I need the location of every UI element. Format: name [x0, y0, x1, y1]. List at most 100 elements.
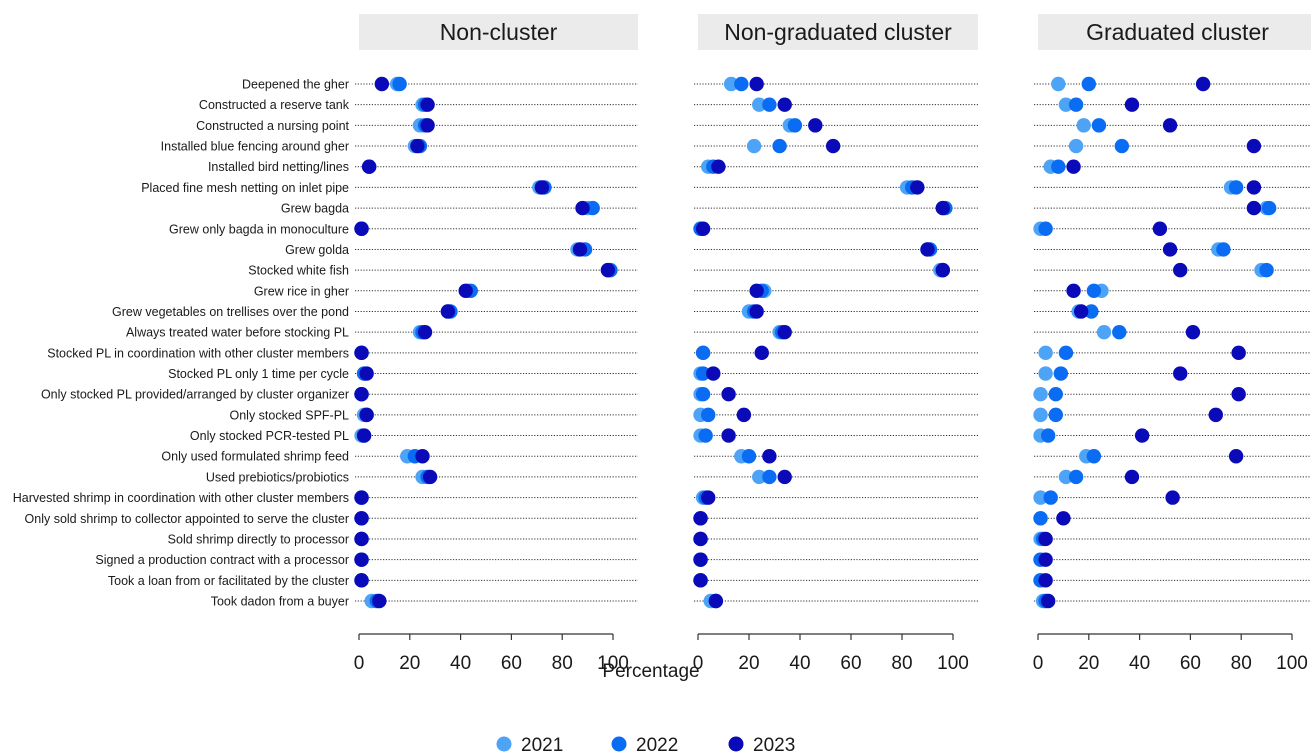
- category-label: Stocked white fish: [248, 264, 349, 278]
- category-label: Constructed a reserve tank: [199, 98, 350, 112]
- data-point-2021: [1038, 366, 1053, 381]
- x-tick-label: 100: [937, 653, 969, 674]
- data-point-2021: [1033, 387, 1048, 402]
- panel-title: Graduated cluster: [1086, 19, 1269, 45]
- category-label: Stocked PL in coordination with other cl…: [47, 346, 349, 360]
- data-point-2021: [1076, 118, 1091, 133]
- data-point-2021: [1068, 138, 1084, 154]
- data-point-2023: [693, 511, 708, 526]
- data-point-2022: [392, 76, 407, 92]
- x-tick-label: 20: [399, 653, 420, 674]
- data-point-2023: [354, 573, 369, 588]
- category-label: Deepened the gher: [242, 78, 349, 92]
- category-label: Grew bagda: [281, 202, 349, 216]
- legend-label: 2021: [521, 735, 563, 754]
- data-point-2023: [1246, 138, 1262, 154]
- data-point-2023: [1040, 593, 1056, 609]
- data-point-2023: [1038, 552, 1053, 567]
- data-point-2023: [354, 531, 369, 547]
- data-point-2023: [417, 324, 433, 340]
- category-label: Constructed a nursing point: [196, 119, 349, 133]
- data-point-2022: [734, 76, 749, 92]
- data-point-2022: [1043, 490, 1058, 505]
- data-point-2023: [410, 138, 425, 154]
- data-point-2022: [1114, 138, 1130, 154]
- data-point-2022: [1058, 345, 1074, 361]
- data-point-2022: [1068, 469, 1084, 485]
- data-point-2021: [1058, 469, 1074, 485]
- data-point-2022: [1086, 449, 1102, 464]
- data-point-2023: [920, 242, 935, 257]
- data-point-2023: [754, 345, 769, 361]
- data-point-2023: [706, 366, 721, 381]
- data-point-2023: [721, 387, 736, 402]
- category-labels: Deepened the gher Constructed a reserve t…: [13, 78, 350, 609]
- legend-label: 2022: [636, 735, 678, 754]
- data-point-2022: [787, 118, 803, 133]
- data-point-2023: [1073, 304, 1089, 319]
- data-point-2023: [1173, 366, 1188, 381]
- category-label: Only sold shrimp to collector appointed …: [25, 512, 349, 526]
- x-tick-label: 80: [891, 653, 912, 674]
- data-point-2023: [572, 242, 588, 257]
- x-tick-label: 100: [1276, 653, 1308, 674]
- data-point-2023: [354, 552, 369, 567]
- data-point-2023: [736, 407, 752, 423]
- data-point-2022: [1084, 304, 1099, 319]
- data-point-2022: [1081, 76, 1097, 92]
- x-tick-label: 40: [1129, 653, 1150, 674]
- x-tick-label: 40: [789, 653, 810, 674]
- data-point-2021: [1033, 490, 1048, 505]
- panel-title: Non-cluster: [440, 19, 558, 45]
- data-point-2022: [1261, 200, 1277, 216]
- data-point-2023: [354, 387, 369, 402]
- x-tick-label: 100: [597, 653, 629, 674]
- category-label: Only stocked SPF-PL: [230, 408, 350, 422]
- data-point-2023: [762, 449, 777, 464]
- data-point-2021: [723, 76, 739, 92]
- data-point-2022: [741, 449, 757, 464]
- data-point-2023: [458, 283, 473, 298]
- data-point-2023: [1124, 469, 1140, 485]
- data-point-2023: [1162, 118, 1178, 133]
- data-point-2022: [1216, 242, 1231, 257]
- data-point-2023: [420, 97, 435, 112]
- data-point-2023: [693, 573, 708, 588]
- data-point-2022: [1259, 262, 1274, 278]
- data-point-2022: [772, 138, 787, 154]
- data-point-2023: [440, 304, 456, 319]
- data-point-2023: [825, 138, 841, 154]
- data-point-2021: [752, 97, 767, 112]
- data-point-2022: [1038, 221, 1053, 236]
- data-point-2022: [698, 428, 713, 443]
- category-label: Sold shrimp directly to processor: [168, 532, 349, 546]
- data-point-2023: [372, 593, 387, 609]
- data-point-2023: [1056, 511, 1071, 526]
- data-point-2023: [1165, 490, 1180, 505]
- x-tick-label: 0: [1033, 653, 1044, 674]
- data-point-2023: [1231, 345, 1246, 361]
- data-point-2023: [808, 118, 823, 133]
- data-point-2023: [777, 469, 792, 485]
- data-point-2022: [1053, 366, 1069, 381]
- data-point-2023: [695, 221, 711, 236]
- data-point-2021: [1058, 97, 1074, 112]
- data-point-2023: [1173, 262, 1188, 278]
- category-label: Grew golda: [285, 243, 349, 257]
- data-point-2023: [1231, 387, 1246, 402]
- category-label: Harvested shrimp in coordination with ot…: [13, 491, 349, 505]
- panel: Non-graduated cluster 0 20 40 60 80 100: [693, 14, 978, 674]
- data-point-2023: [693, 531, 708, 547]
- x-tick-label: 60: [501, 653, 522, 674]
- legend-swatch-2022: [611, 736, 627, 752]
- data-point-2023: [1038, 573, 1053, 588]
- data-point-2023: [600, 262, 616, 278]
- data-point-2022: [1040, 428, 1056, 443]
- data-point-2023: [1228, 449, 1244, 464]
- panel: Graduated cluster 0 20 40 60 80 100: [1033, 14, 1311, 674]
- data-point-2023: [935, 262, 950, 278]
- data-point-2023: [354, 490, 369, 505]
- data-point-2023: [1185, 324, 1201, 340]
- x-tick-label: 20: [738, 653, 759, 674]
- data-point-2023: [749, 304, 764, 319]
